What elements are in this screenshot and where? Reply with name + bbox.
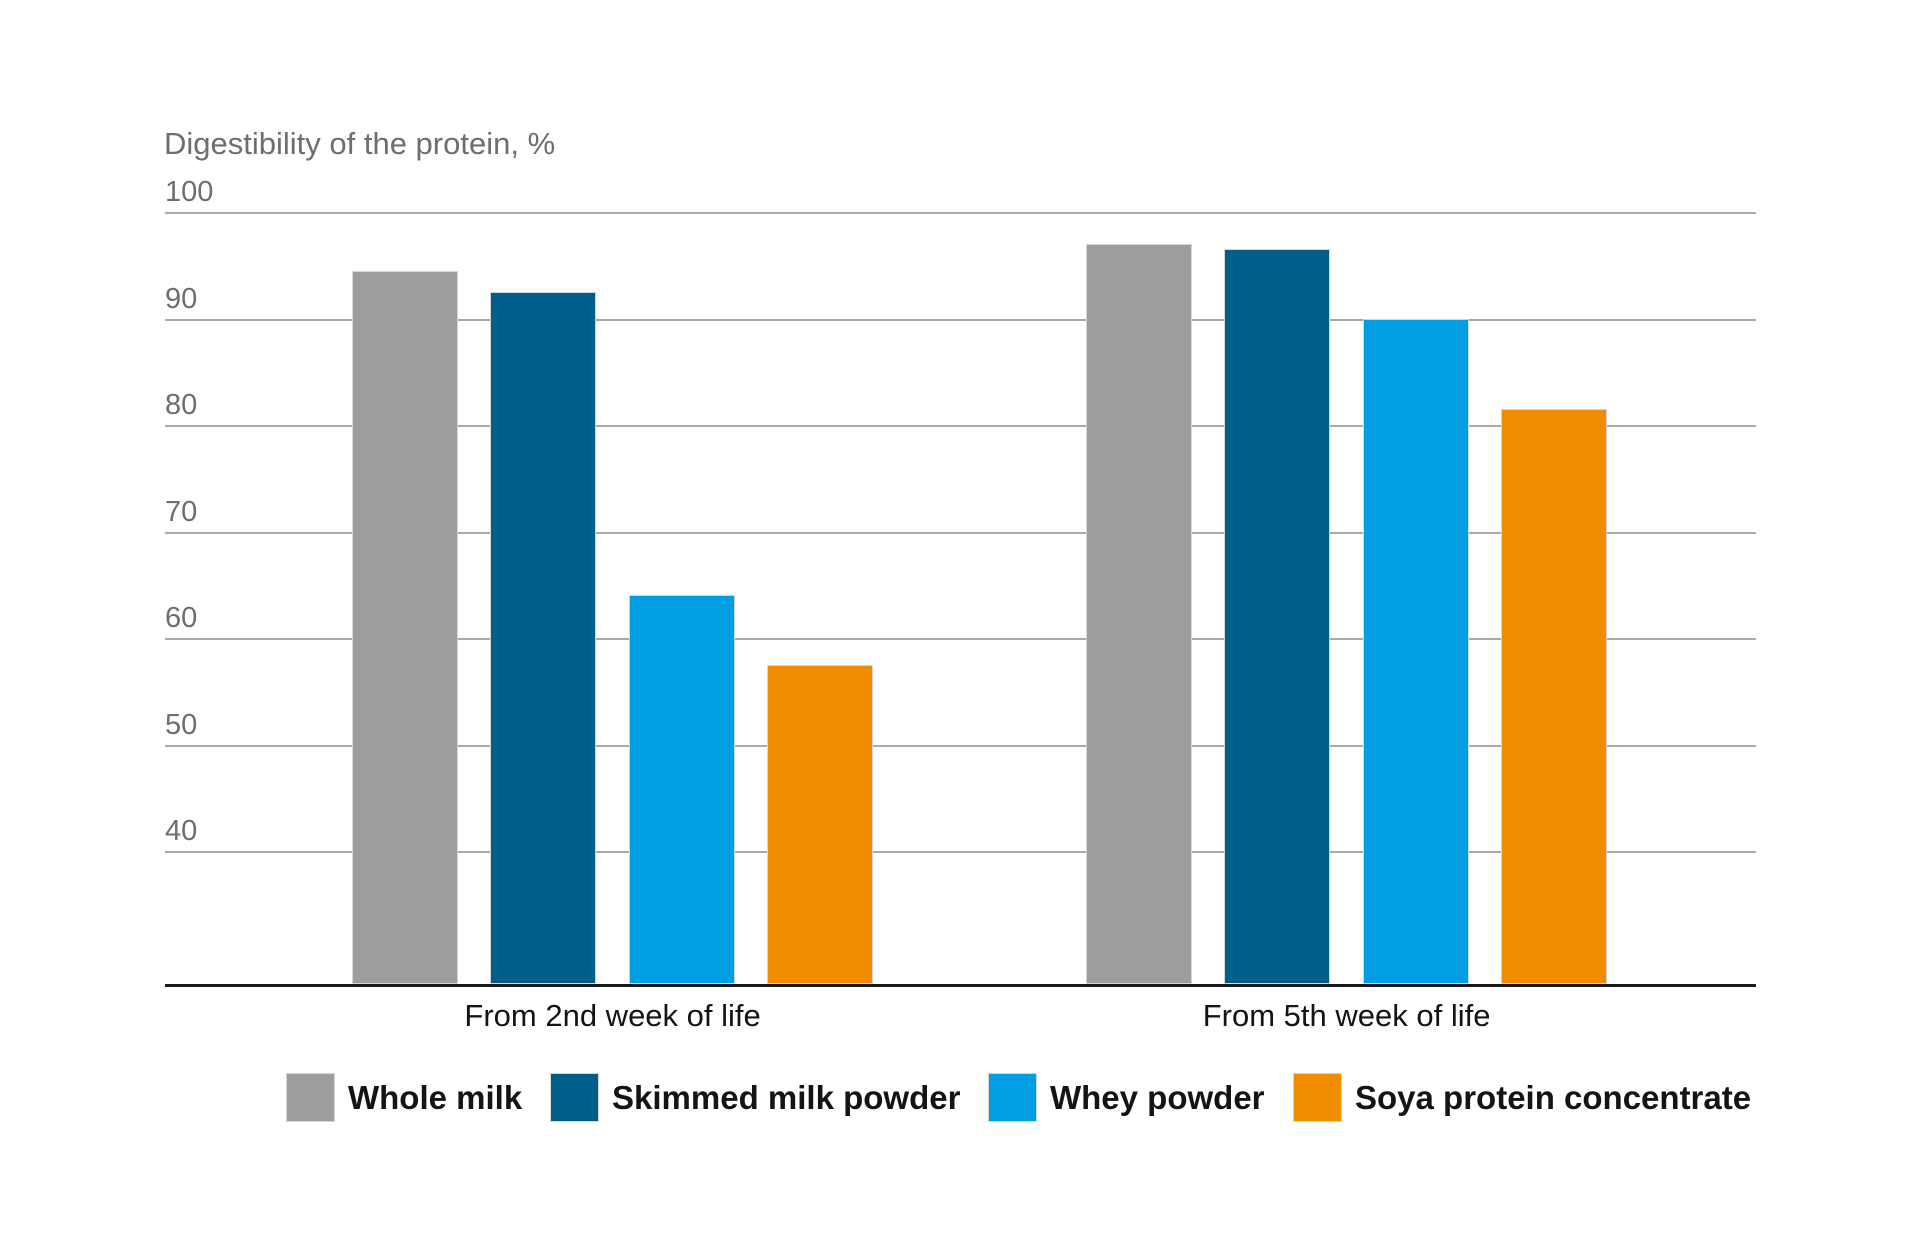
gridline <box>165 851 1756 853</box>
legend-label: Soya protein concentrate <box>1355 1078 1752 1116</box>
y-tick-label: 60 <box>165 602 198 634</box>
category-label: From 2nd week of life <box>464 998 761 1033</box>
y-tick-label: 70 <box>165 495 198 528</box>
legend-label: Whole milk <box>348 1078 523 1116</box>
legend-swatch-whole-milk <box>286 1073 335 1122</box>
chart-title: Digestibility of the protein, % <box>164 126 556 161</box>
bar-soya-protein-concentrate-group-1 <box>767 664 874 984</box>
y-tick-label: 100 <box>165 176 214 208</box>
legend-swatch-skimmed-milk-powder <box>550 1073 599 1122</box>
y-tick-label: 90 <box>165 282 198 315</box>
legend-label: Whey powder <box>1050 1078 1265 1116</box>
gridline <box>165 212 1756 214</box>
y-tick-label: 80 <box>165 389 198 421</box>
bar-soya-protein-concentrate-group-2 <box>1501 409 1608 984</box>
gridline <box>165 531 1756 534</box>
bar-whey-powder-group-1 <box>628 595 735 984</box>
legend-item-whey-powder: Whey powder <box>988 1073 1265 1122</box>
category-label: From 5th week of life <box>1202 998 1491 1033</box>
bar-whey-powder-group-2 <box>1362 318 1469 984</box>
gridline <box>165 425 1756 427</box>
legend-swatch-whey-powder <box>988 1073 1037 1122</box>
legend-item-whole-milk: Whole milk <box>286 1073 522 1122</box>
legend-swatch-soya-protein-concentrate <box>1293 1073 1342 1122</box>
legend-label: Skimmed milk powder <box>612 1078 961 1116</box>
gridline <box>165 318 1756 321</box>
x-axis-line <box>165 984 1756 987</box>
y-tick-label: 40 <box>165 815 198 847</box>
gridline <box>165 744 1756 747</box>
bar-whole-milk-group-2 <box>1086 243 1192 984</box>
legend-item-skimmed-milk-powder: Skimmed milk powder <box>550 1073 960 1122</box>
y-tick-label: 50 <box>165 708 198 741</box>
legend-item-soya-protein-concentrate: Soya protein concentrate <box>1293 1073 1751 1122</box>
bar-whole-milk-group-1 <box>352 270 458 984</box>
bar-skimmed-milk-powder-group-2 <box>1224 249 1331 984</box>
gridline <box>165 638 1756 640</box>
bar-skimmed-milk-powder-group-1 <box>490 291 597 984</box>
